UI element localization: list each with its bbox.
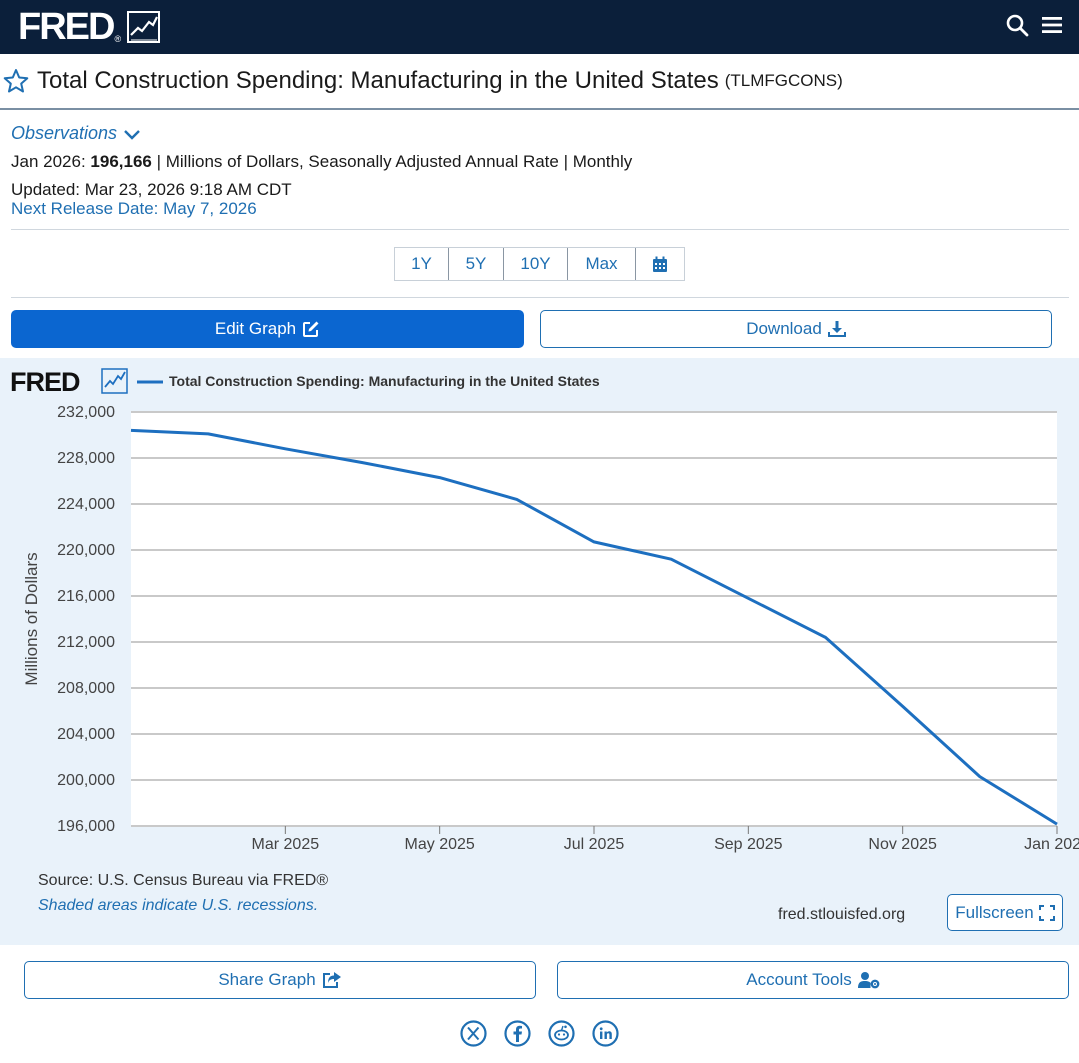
data-point[interactable]: [974, 771, 986, 783]
top-navigation-bar: FRED ®: [0, 0, 1079, 54]
y-tick-label: 216,000: [57, 588, 115, 605]
observation-details: | Millions of Dollars, Seasonally Adjust…: [156, 152, 633, 171]
fullscreen-icon: [1038, 904, 1055, 921]
y-tick-label: 228,000: [57, 450, 115, 467]
chart-panel: FRED Total Construction Spending: Manufa…: [0, 358, 1079, 945]
page-title: Total Construction Spending: Manufacturi…: [37, 67, 719, 94]
y-tick-label: 200,000: [57, 772, 115, 789]
facebook-icon[interactable]: [504, 1020, 531, 1047]
range-10y-button[interactable]: 10Y: [504, 248, 568, 280]
data-point[interactable]: [511, 493, 523, 505]
observations-label: Observations: [11, 123, 118, 143]
chevron-down-icon: [124, 129, 140, 140]
divider: [11, 297, 1069, 298]
download-icon: [827, 321, 846, 337]
data-point[interactable]: [434, 472, 446, 484]
observation-value: 196,166: [90, 152, 152, 171]
search-icon[interactable]: [1005, 13, 1029, 37]
y-tick-label: 212,000: [57, 634, 115, 651]
chart-source: Source: U.S. Census Bureau via FRED®: [38, 872, 329, 889]
plot-area: [131, 412, 1057, 826]
account-tools-label: Account Tools: [746, 970, 852, 989]
observation-date: Jan 2026:: [11, 152, 86, 171]
range-1y-button[interactable]: 1Y: [395, 248, 449, 280]
data-point[interactable]: [202, 428, 214, 440]
y-tick-label: 204,000: [57, 726, 115, 743]
x-tick-label: Jul 2025: [564, 836, 625, 853]
chart-logo-text: FRED: [10, 367, 80, 397]
data-point[interactable]: [357, 457, 369, 469]
download-label: Download: [746, 319, 822, 338]
data-point[interactable]: [279, 443, 291, 455]
edit-icon: [303, 321, 319, 337]
reddit-icon[interactable]: [548, 1020, 575, 1047]
data-point[interactable]: [1051, 818, 1063, 830]
fred-url: fred.stlouisfed.org: [778, 906, 906, 923]
chart-logo-icon: [127, 11, 161, 43]
star-icon[interactable]: [3, 68, 29, 94]
x-tick-label: Sep 2025: [714, 836, 783, 853]
latest-observation: Jan 2026: 196,166 | Millions of Dollars,…: [11, 152, 632, 172]
legend-label: Total Construction Spending: Manufacturi…: [169, 373, 600, 389]
data-point[interactable]: [588, 536, 600, 548]
next-release-link[interactable]: Next Release Date: May 7, 2026: [11, 199, 257, 218]
data-point[interactable]: [820, 631, 832, 643]
x-tick-label: Jan 2026: [1024, 836, 1079, 853]
edit-graph-button[interactable]: Edit Graph: [11, 310, 524, 348]
y-tick-label: 208,000: [57, 680, 115, 697]
observations-toggle[interactable]: Observations: [11, 123, 141, 144]
data-point[interactable]: [742, 592, 754, 604]
calendar-icon: [653, 256, 667, 272]
social-share-links: [460, 1020, 619, 1047]
y-tick-label: 232,000: [57, 404, 115, 421]
download-button[interactable]: Download: [540, 310, 1052, 348]
calendar-button[interactable]: [636, 248, 684, 280]
y-tick-label: 220,000: [57, 542, 115, 559]
logo-text: FRED: [18, 6, 115, 48]
range-max-button[interactable]: Max: [568, 248, 636, 280]
y-axis-label: Millions of Dollars: [22, 552, 41, 685]
date-range-selector: 1Y 5Y 10Y Max: [394, 247, 685, 281]
y-tick-label: 196,000: [57, 818, 115, 835]
account-tools-button[interactable]: Account Tools: [557, 961, 1069, 999]
menu-icon[interactable]: [1041, 13, 1063, 37]
updated-timestamp: Updated: Mar 23, 2026 9:18 AM CDT: [11, 180, 292, 199]
x-tick-label: Mar 2025: [252, 836, 320, 853]
recession-note: Shaded areas indicate U.S. recessions.: [38, 897, 319, 914]
share-graph-label: Share Graph: [218, 970, 316, 989]
user-gear-icon: [857, 972, 880, 989]
divider: [11, 229, 1069, 230]
edit-graph-label: Edit Graph: [214, 319, 297, 338]
range-5y-button[interactable]: 5Y: [449, 248, 504, 280]
linkedin-icon[interactable]: [592, 1020, 619, 1047]
series-line[interactable]: [130, 428, 1058, 826]
series-id: (TLMFGCONS): [724, 71, 843, 90]
x-tick-label: May 2025: [405, 836, 475, 853]
line-chart[interactable]: FRED Total Construction Spending: Manufa…: [0, 358, 1079, 858]
fullscreen-label: Fullscreen: [955, 902, 1034, 922]
x-tick-label: Nov 2025: [868, 836, 937, 853]
series-title-row: Total Construction Spending: Manufacturi…: [0, 54, 1079, 110]
share-graph-button[interactable]: Share Graph: [24, 961, 536, 999]
fullscreen-button[interactable]: Fullscreen: [947, 894, 1063, 931]
y-tick-label: 224,000: [57, 496, 115, 513]
logo-registered-mark: ®: [114, 34, 122, 44]
data-point[interactable]: [897, 700, 909, 712]
data-point[interactable]: [125, 424, 137, 436]
fred-logo[interactable]: FRED ®: [18, 6, 161, 48]
data-point[interactable]: [665, 553, 677, 565]
share-icon: [322, 972, 341, 988]
x-icon[interactable]: [460, 1020, 487, 1047]
chart-fred-logo: FRED: [10, 367, 128, 397]
